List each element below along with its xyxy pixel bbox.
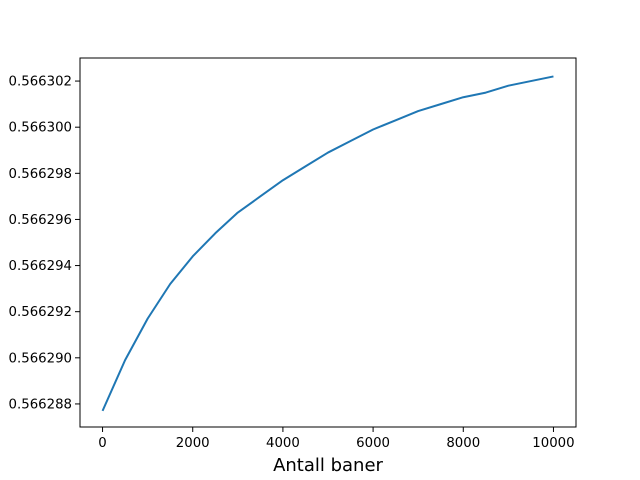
x-tick-label: 10000 — [532, 436, 574, 451]
series-line — [101, 75, 554, 412]
y-tick-label: 0.566294 — [9, 259, 72, 274]
y-tick-label: 0.566302 — [9, 75, 72, 90]
y-tick-label: 0.566296 — [9, 213, 72, 228]
x-tick-label: 4000 — [266, 436, 300, 451]
y-tick-label: 0.566288 — [9, 397, 72, 412]
x-tick-label: 8000 — [446, 436, 480, 451]
x-axis-label: Antall baner — [273, 455, 383, 476]
x-tick-label: 6000 — [356, 436, 390, 451]
series-layer — [101, 75, 554, 412]
y-tick-label: 0.566290 — [9, 351, 72, 366]
x-tick-label: 0 — [98, 436, 106, 451]
x-axis: 0 2000 4000 6000 8000 10000 — [98, 427, 575, 451]
plot-frame — [79, 57, 577, 428]
y-tick-label: 0.566292 — [9, 305, 72, 320]
plot-background — [80, 58, 576, 427]
x-tick-label: 2000 — [176, 436, 210, 451]
y-axis: 0.566288 0.566290 0.566292 0.566294 0.566296… — [9, 75, 80, 412]
y-tick-label: 0.566300 — [9, 121, 72, 136]
y-tick-label: 0.566298 — [9, 167, 72, 182]
